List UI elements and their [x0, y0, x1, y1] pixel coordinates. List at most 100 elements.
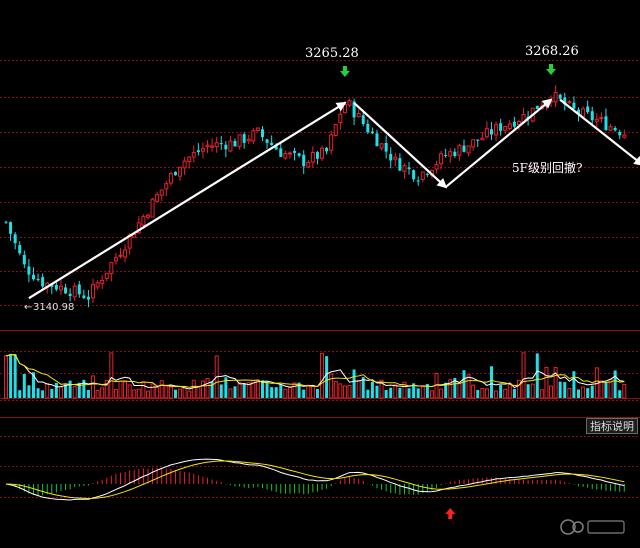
volume-bar: [320, 352, 325, 399]
signal-arrows: [339, 64, 557, 519]
volume-bar: [429, 390, 434, 399]
indicator-explanation-button[interactable]: 指标说明: [586, 418, 638, 434]
candle-body: [214, 142, 219, 148]
low-price-label: 3140.98: [33, 302, 74, 313]
candle-body: [412, 170, 416, 180]
volume-bar: [572, 371, 576, 398]
retracement-note: 5F级别回撤?: [512, 160, 582, 175]
candle-body: [622, 134, 627, 138]
volume-bar: [384, 389, 388, 398]
trend-arrow: [444, 98, 553, 188]
volume-bar: [439, 388, 444, 399]
volume-bar: [480, 388, 485, 399]
candle-body: [145, 214, 150, 218]
volume-bar: [407, 388, 411, 398]
low-pointer-icon: ←: [24, 302, 32, 313]
volume-bar: [402, 381, 407, 399]
macd-dif-line: [5, 458, 625, 501]
volume-bar: [91, 375, 96, 399]
volume-bar: [444, 382, 448, 398]
candle-body: [233, 140, 237, 147]
volume-bar: [457, 382, 462, 399]
volume-bar: [466, 374, 471, 399]
volume-bar: [333, 381, 338, 399]
volume-bar: [549, 385, 554, 399]
trend-arrow: [353, 102, 448, 189]
candle-body: [18, 245, 22, 254]
volume-bar: [563, 382, 567, 398]
candle-body: [567, 101, 572, 104]
candle-body: [484, 128, 489, 138]
candle-body: [54, 284, 58, 290]
candle-body: [283, 153, 288, 159]
candle-body: [494, 124, 499, 136]
volume-bar: [219, 384, 223, 398]
volume-bar: [233, 386, 237, 398]
volume-bar: [31, 372, 35, 398]
candle-body: [398, 158, 402, 171]
volume-bar: [398, 387, 402, 398]
volume-bar: [590, 385, 594, 398]
candle-body: [604, 116, 608, 130]
candle-body: [302, 154, 306, 167]
volume-bar: [270, 387, 274, 398]
volume-bar: [164, 384, 169, 399]
volume-bar: [41, 390, 45, 398]
volume-bar: [224, 377, 228, 398]
candle-body: [558, 94, 562, 99]
candle-body: [425, 173, 429, 175]
candle-body: [36, 278, 40, 280]
candle-body: [476, 139, 480, 141]
candle-body: [293, 150, 297, 153]
volume-bar: [315, 388, 319, 398]
volume-bar: [22, 374, 26, 398]
candle-body: [113, 257, 118, 262]
volume-bar: [168, 386, 173, 399]
candle-body: [366, 123, 370, 133]
candle-body: [471, 139, 476, 148]
volume-bar: [521, 352, 526, 399]
candle-body: [168, 173, 173, 184]
volume-bar: [375, 385, 379, 398]
candle-body: [270, 142, 274, 146]
candle-body: [191, 151, 196, 158]
candle-body: [4, 221, 8, 223]
candle-body: [77, 284, 81, 295]
candle-body: [251, 130, 256, 142]
volume-bar: [100, 387, 105, 399]
candle-body: [95, 282, 100, 288]
volume-bar: [484, 388, 489, 399]
candle-body: [466, 145, 471, 154]
candle-body: [457, 144, 462, 156]
macd-dea-line: [5, 460, 625, 499]
volume-bar: [448, 379, 453, 399]
candle-body: [279, 148, 283, 157]
volume-bar: [104, 380, 109, 399]
volume-bar: [361, 377, 365, 398]
volume-bar: [196, 385, 201, 399]
candle-body: [590, 111, 594, 121]
candle-body: [516, 121, 521, 126]
volume-bar: [77, 382, 81, 398]
volume-bar: [338, 383, 343, 399]
candle-body: [118, 254, 123, 257]
volume-bar: [553, 367, 558, 399]
candle-body: [453, 151, 457, 157]
candle-body: [246, 138, 251, 142]
volume-bar: [499, 384, 503, 398]
candle-body: [563, 97, 567, 105]
candle-body: [310, 151, 315, 163]
candle-body: [608, 126, 613, 131]
volume-bar: [127, 384, 132, 399]
candle-body: [287, 152, 292, 155]
candle-body: [13, 234, 17, 244]
volume-bar: [72, 386, 77, 399]
candle-body: [389, 153, 393, 161]
volume-bar: [283, 388, 288, 399]
volume-bar: [132, 389, 137, 399]
candle-body: [320, 147, 325, 159]
volume-bar: [260, 380, 264, 398]
volume-bar: [123, 381, 128, 399]
volume-bar: [297, 382, 301, 398]
peak-label-2: 3268.26: [525, 44, 579, 59]
